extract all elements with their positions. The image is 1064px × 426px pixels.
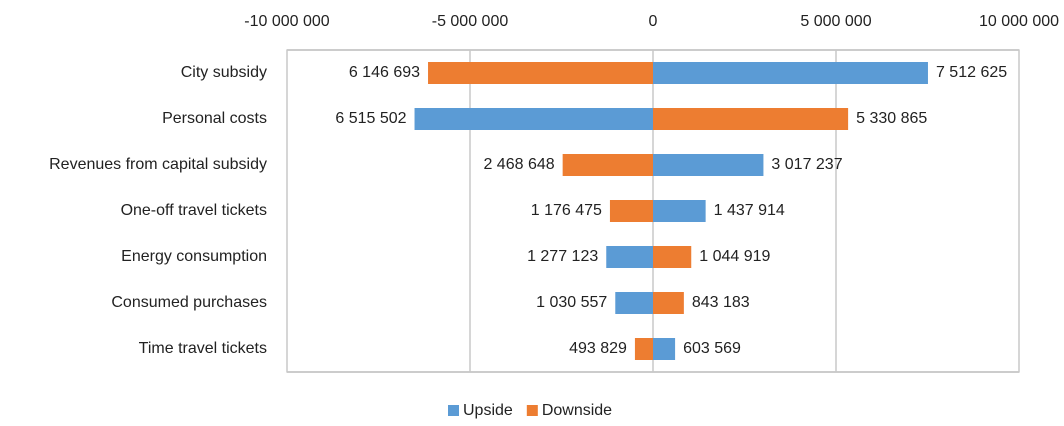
category-label: Energy consumption <box>121 248 267 265</box>
data-label: 493 829 <box>569 340 627 357</box>
data-label: 6 146 693 <box>349 64 420 81</box>
x-tick-label: 10 000 000 <box>979 13 1059 30</box>
category-label: One-off travel tickets <box>121 202 267 219</box>
data-label: 1 044 919 <box>699 248 770 265</box>
data-label: 1 030 557 <box>536 294 607 311</box>
category-label: Consumed purchases <box>111 294 267 311</box>
bar <box>428 62 653 84</box>
category-label: City subsidy <box>181 64 267 81</box>
data-label: 7 512 625 <box>936 64 1007 81</box>
x-tick-label: 5 000 000 <box>800 13 871 30</box>
bar <box>606 246 653 268</box>
category-label: Personal costs <box>162 110 267 127</box>
legend-swatch <box>526 405 538 416</box>
data-label: 1 437 914 <box>714 202 785 219</box>
x-tick-label: -10 000 000 <box>244 13 330 30</box>
bar <box>653 338 676 360</box>
bar <box>653 292 684 314</box>
x-tick-label: -5 000 000 <box>432 13 509 30</box>
data-label: 1 176 475 <box>531 202 602 219</box>
legend-swatch <box>448 405 459 416</box>
bar <box>653 200 706 222</box>
legend-label: Upside <box>463 402 513 419</box>
category-label: Time travel tickets <box>139 340 267 357</box>
bar <box>414 108 653 130</box>
data-label: 603 569 <box>683 340 741 357</box>
bar <box>653 246 692 268</box>
data-label: 1 277 123 <box>527 248 598 265</box>
data-label: 843 183 <box>692 294 750 311</box>
data-label: 3 017 237 <box>771 156 842 173</box>
bar <box>615 292 653 314</box>
bar <box>653 108 849 130</box>
data-label: 5 330 865 <box>856 110 927 127</box>
bar <box>653 154 764 176</box>
bar <box>653 62 928 84</box>
legend-label: Downside <box>542 402 612 419</box>
data-label: 2 468 648 <box>483 156 554 173</box>
bar <box>634 338 653 360</box>
category-label: Revenues from capital subsidy <box>49 156 267 173</box>
x-tick-label: 0 <box>649 13 658 30</box>
bar <box>562 154 653 176</box>
data-label: 6 515 502 <box>335 110 406 127</box>
bar <box>609 200 653 222</box>
